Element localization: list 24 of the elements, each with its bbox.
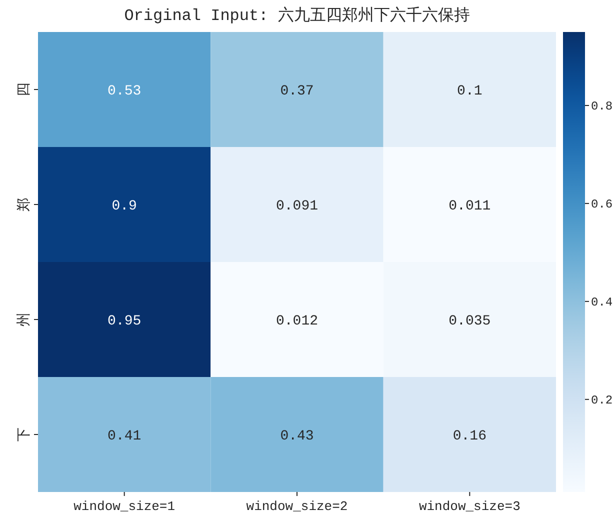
y-tick-label: 郑	[16, 198, 33, 212]
y-tick-label: 四	[17, 82, 33, 96]
data-label: 0.035	[448, 313, 491, 330]
data-label: 0.091	[276, 198, 318, 214]
y-tick-label: 州	[16, 312, 33, 326]
data-label: 0.37	[280, 83, 314, 100]
color-bar-label: 0.8	[591, 100, 613, 114]
color-bar-label: 0.2	[591, 394, 613, 408]
data-label: 0.53	[108, 83, 142, 100]
color-bar-label: 0.4	[591, 296, 613, 310]
data-label: 0.95	[108, 313, 142, 330]
data-label: 0.1	[457, 83, 482, 100]
x-tick-label: window_size=2	[246, 499, 348, 514]
data-label: 0.41	[108, 428, 142, 444]
color-bar-label: 0.6	[591, 198, 613, 212]
data-label: 0.16	[452, 428, 486, 444]
data-label: 0.9	[112, 198, 137, 214]
x-tick-label: window_size=1	[74, 499, 176, 514]
y-tick-label: 下	[17, 428, 33, 442]
x-tick-label: window_size=3	[418, 499, 520, 514]
chart-title: Original Input: 六九五四郑州下六千六保持	[124, 6, 470, 25]
data-label: 0.43	[280, 428, 314, 444]
data-label: 0.011	[448, 198, 491, 214]
data-label: 0.012	[276, 313, 318, 330]
